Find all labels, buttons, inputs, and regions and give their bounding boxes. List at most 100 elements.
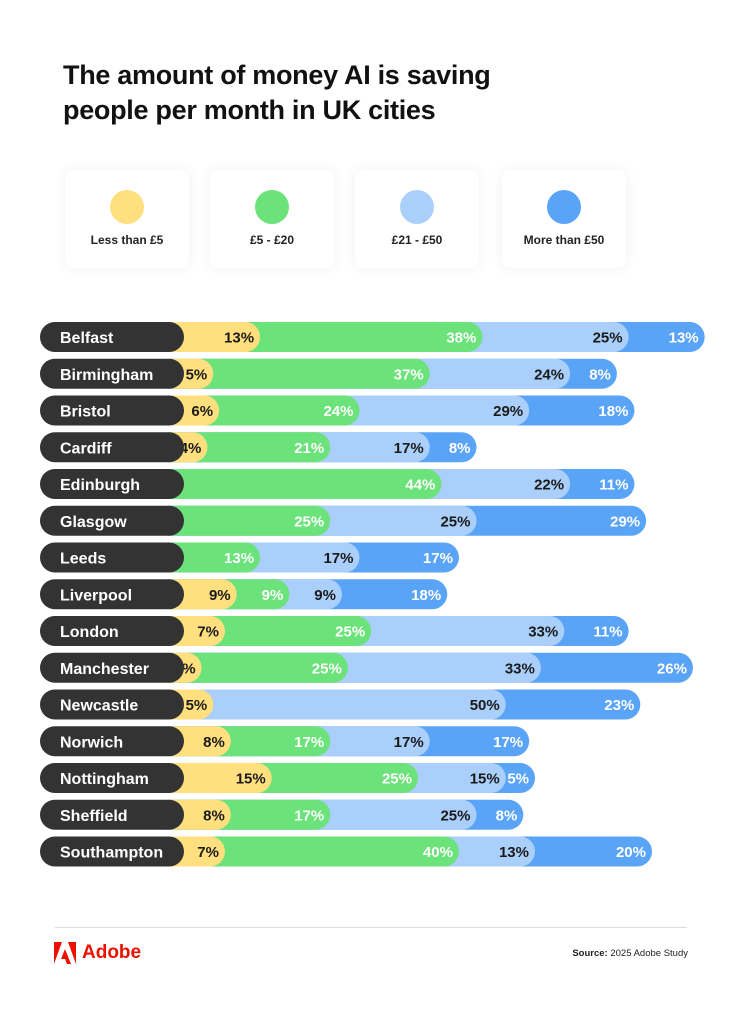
category-pill (40, 726, 184, 757)
data-label: 33% (505, 660, 535, 677)
data-label: 38% (446, 330, 476, 347)
category-label: Liverpool (60, 587, 132, 604)
bar-row: 7% 40% 13% 20% Southampton (40, 836, 652, 867)
category-label: Southampton (60, 845, 163, 862)
category-pill (40, 542, 184, 573)
bar-row: 8% 17% 25% 8% Sheffield (40, 799, 524, 830)
category-label: Nottingham (60, 771, 149, 788)
category-label: Belfast (60, 330, 114, 347)
data-label: 20% (616, 844, 646, 861)
data-label: 9% (314, 587, 336, 604)
data-label: 40% (423, 844, 453, 861)
data-label: 25% (382, 771, 412, 788)
category-pill (40, 616, 184, 646)
category-label: Manchester (60, 661, 149, 678)
data-label: 9% (262, 587, 284, 604)
legend-label: More than £50 (523, 233, 605, 247)
data-label: 23% (604, 697, 634, 714)
data-label: 15% (236, 771, 266, 788)
category-label: London (60, 624, 119, 641)
data-label: 17% (493, 734, 523, 751)
data-label: 18% (411, 587, 441, 604)
adobe-logo: Adobe (54, 942, 141, 964)
bar-segment (154, 652, 348, 683)
data-label: 17% (294, 807, 324, 824)
data-label: 29% (610, 513, 640, 530)
chart-title: The amount of money AI is saving people … (63, 60, 491, 125)
data-label: 4% (180, 440, 202, 457)
bar-segment (154, 469, 442, 499)
bar-row: 6% 24% 29% 18% Bristol (40, 395, 635, 426)
data-label: 7% (197, 624, 219, 641)
category-pill (40, 579, 184, 610)
category-label: Norwich (60, 734, 123, 751)
bar-row: 13% 38% 25% 13% Belfast (40, 322, 705, 352)
data-label: 5% (507, 771, 529, 788)
data-label: 8% (496, 807, 518, 824)
data-label: 8% (589, 366, 611, 383)
bar-row: 3% 25% 33% 26%Manchester (40, 652, 693, 683)
data-label: 5% (186, 366, 208, 383)
category-label: Bristol (60, 404, 111, 421)
data-label: 25% (294, 513, 324, 530)
bar-row: 15% 25% 15% 5% Nottingham (40, 763, 535, 793)
bar-row: 8% 17% 17% 17% Norwich (40, 726, 530, 757)
source-text: 2025 Adobe Study (610, 948, 688, 959)
bar-row: 5% 37% 24% 8% Birmingham (40, 358, 617, 389)
data-label: 24% (534, 366, 564, 383)
legend-swatch (400, 190, 434, 224)
bar-row: 44% 22% 11% Edinburgh (40, 469, 635, 499)
data-label: 8% (203, 807, 225, 824)
data-label: 50% (470, 697, 500, 714)
data-label: 25% (312, 660, 342, 677)
category-label: Sheffield (60, 808, 128, 825)
data-label: 17% (423, 550, 453, 567)
data-label: 11% (593, 624, 622, 641)
data-label: 33% (528, 624, 558, 641)
legend-label: Less than £5 (90, 233, 164, 247)
category-pill (40, 799, 184, 830)
category-label: Birmingham (60, 367, 153, 384)
bar-segment (154, 505, 331, 536)
data-label: 37% (394, 366, 424, 383)
bar-segment (154, 689, 506, 720)
data-label: 13% (499, 844, 529, 861)
category-pill (40, 469, 184, 499)
bar-row: 5% 50% 23% Newcastle (40, 689, 641, 720)
bar-row: 7% 25% 33% 11% London (40, 616, 629, 646)
bar-row: 25% 25% 29% Glasgow (40, 505, 647, 536)
data-label: 44% (405, 477, 435, 494)
data-label: 13% (669, 330, 699, 347)
category-pill (40, 322, 184, 352)
category-label: Edinburgh (60, 477, 140, 494)
legend-label: £21 - £50 (391, 233, 443, 247)
data-label: 25% (593, 330, 623, 347)
legend-swatch (255, 190, 289, 224)
data-label: 8% (449, 440, 471, 457)
data-label: 22% (534, 477, 564, 494)
data-label: 26% (657, 660, 687, 677)
data-label: 11% (599, 477, 628, 494)
legend-swatch (110, 190, 144, 224)
data-label: 6% (191, 403, 213, 420)
category-pill (40, 505, 184, 536)
data-label: 13% (224, 330, 254, 347)
data-label: 25% (335, 624, 365, 641)
bar-row: 9% 9% 9% 18% Liverpool (40, 579, 448, 610)
data-label: 15% (470, 771, 500, 788)
data-label: 13% (224, 550, 254, 567)
category-pill (40, 763, 184, 793)
data-label: 24% (323, 403, 353, 420)
data-label: 29% (493, 403, 523, 420)
category-label: Leeds (60, 551, 106, 568)
source-note: Source: 2025 Adobe Study (572, 948, 688, 959)
legend-item: More than £50 (502, 170, 626, 268)
legend-swatch (547, 190, 581, 224)
category-pill (40, 836, 184, 867)
bar-segment (154, 836, 459, 867)
data-label: 8% (203, 734, 225, 751)
data-label: 7% (197, 844, 219, 861)
category-label: Glasgow (60, 514, 127, 531)
